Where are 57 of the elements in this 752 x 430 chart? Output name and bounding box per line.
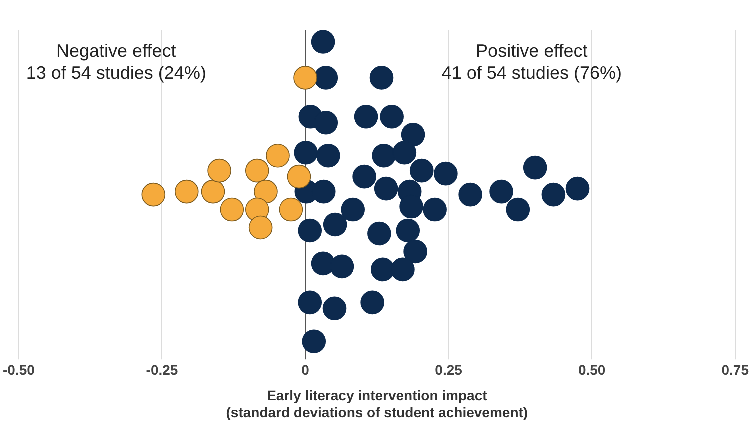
point (330, 254, 354, 279)
point (396, 218, 420, 243)
point (423, 198, 447, 222)
annotation: Positive effect 41 of 54 studies (76%) (442, 40, 622, 83)
point (294, 66, 318, 90)
point (401, 122, 426, 147)
point (374, 176, 398, 201)
point (523, 156, 548, 180)
point (542, 182, 566, 207)
x-tick-label: -0.50 (2, 362, 36, 378)
point (254, 180, 278, 204)
point (370, 66, 394, 90)
point (287, 164, 312, 189)
annotation: Negative effect 13 of 54 studies (24%) (26, 40, 206, 83)
point (506, 198, 530, 222)
point (341, 198, 365, 222)
x-axis-title: Early literacy intervention impact (standard deviations of student achievement) (226, 388, 528, 420)
x-tick-label: 0.50 (578, 362, 606, 378)
point (323, 212, 348, 237)
point (372, 144, 396, 168)
point (248, 216, 273, 240)
point (201, 180, 226, 204)
point (311, 252, 336, 276)
point (410, 158, 434, 183)
point (279, 198, 304, 222)
point (370, 258, 395, 282)
point (434, 162, 458, 186)
point (360, 290, 384, 315)
point (458, 182, 482, 207)
point (314, 110, 338, 135)
point (391, 258, 415, 282)
point (294, 140, 318, 165)
point (298, 290, 322, 315)
point (311, 30, 336, 54)
point (302, 330, 326, 354)
point (380, 104, 404, 129)
point (322, 296, 347, 321)
x-tick-label: 0 (302, 362, 310, 378)
point (314, 66, 338, 90)
point (298, 218, 322, 243)
point (220, 198, 244, 222)
point (316, 144, 340, 168)
point (142, 182, 166, 207)
point (490, 180, 514, 204)
point (404, 240, 428, 264)
point (566, 176, 590, 201)
x-tick-label: -0.25 (146, 362, 178, 378)
point (174, 180, 199, 204)
point (354, 104, 378, 129)
x-tick-label: 0.75 (722, 362, 750, 378)
point (392, 140, 417, 165)
x-tick-label: 0.25 (435, 362, 463, 378)
point (266, 144, 290, 168)
point (352, 164, 376, 189)
point (208, 158, 232, 183)
point (368, 222, 392, 246)
point (245, 158, 270, 183)
